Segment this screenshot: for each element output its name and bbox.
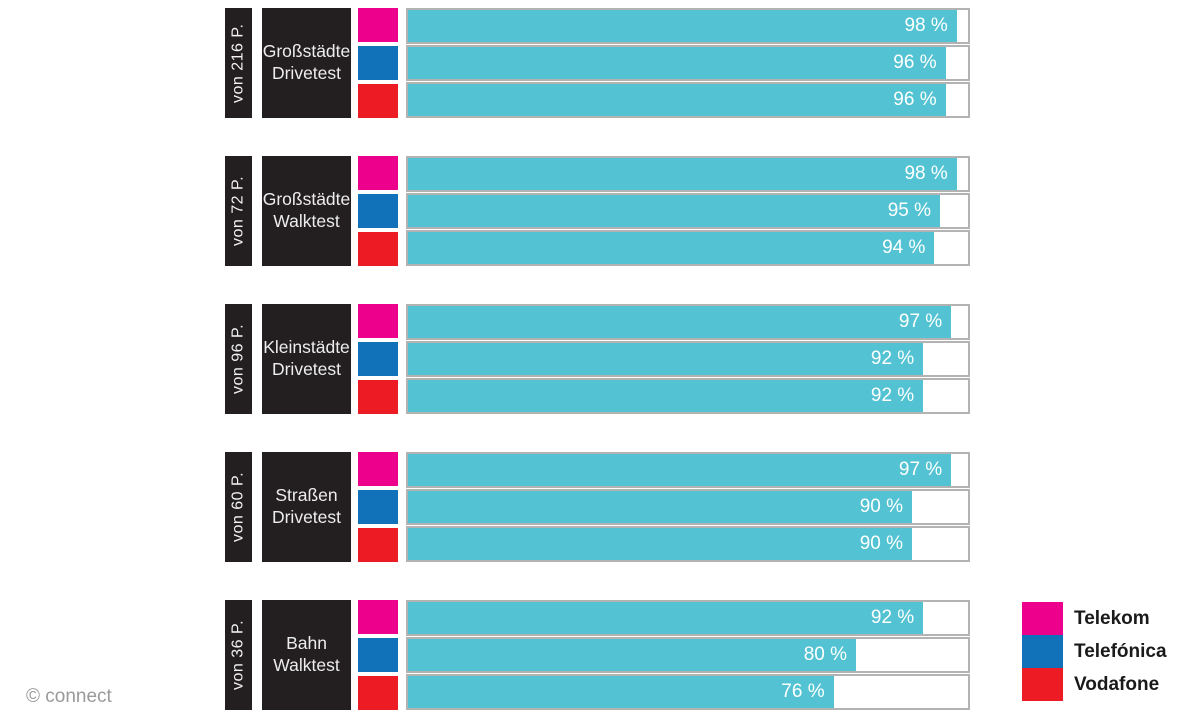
bar-track: 92 % bbox=[406, 378, 970, 414]
bar-track: 95 % bbox=[406, 193, 970, 229]
legend-label: Telefónica bbox=[1074, 641, 1167, 662]
bar-track: 80 % bbox=[406, 637, 970, 673]
bar-vodafone: 92 % bbox=[408, 380, 924, 412]
bar-track: 98 % bbox=[406, 8, 970, 44]
points-label: von 36 P. bbox=[225, 600, 252, 710]
bar-vodafone: 94 % bbox=[408, 232, 935, 264]
series-swatch-vodafone bbox=[358, 380, 398, 414]
chart-group: von 216 P. Großstädte Drivetest 98 % 96 % 96 … bbox=[225, 8, 970, 118]
category-label-line: Bahn bbox=[286, 633, 327, 654]
bars-column: 97 % 90 % 90 % bbox=[406, 452, 970, 562]
series-swatch-telefónica bbox=[358, 194, 398, 228]
series-swatch-telekom bbox=[358, 304, 398, 338]
series-swatch-vodafone bbox=[358, 676, 398, 710]
series-swatch-column bbox=[358, 8, 398, 118]
credit-watermark: © connect bbox=[26, 686, 112, 707]
bars-column: 98 % 96 % 96 % bbox=[406, 8, 970, 118]
bar-telefónica: 80 % bbox=[408, 639, 856, 671]
bar-track: 92 % bbox=[406, 341, 970, 377]
bar-telefónica: 92 % bbox=[408, 343, 924, 375]
category-label: Bahn Walktest bbox=[262, 600, 351, 710]
series-swatch-telekom bbox=[358, 600, 398, 634]
bar-vodafone: 90 % bbox=[408, 528, 912, 560]
legend-swatch-telekom bbox=[1022, 602, 1063, 635]
chart-group: von 60 P. Straßen Drivetest 97 % 90 % 90 % bbox=[225, 452, 970, 562]
bar-track: 96 % bbox=[406, 82, 970, 118]
series-swatch-telefónica bbox=[358, 46, 398, 80]
category-label-line: Walktest bbox=[273, 211, 340, 231]
series-swatch-vodafone bbox=[358, 528, 398, 562]
series-swatch-column bbox=[358, 156, 398, 266]
bar-chart: von 216 P. Großstädte Drivetest 98 % 96 % 96 … bbox=[225, 8, 970, 710]
category-label-line: Drivetest bbox=[271, 63, 342, 83]
category-label-line: Walktest bbox=[273, 655, 340, 675]
legend: Telekom Telefónica Vodafone bbox=[1022, 602, 1167, 701]
legend-item: Telekom bbox=[1022, 602, 1167, 635]
bar-telekom: 97 % bbox=[408, 306, 952, 338]
series-swatch-vodafone bbox=[358, 84, 398, 118]
series-swatch-column bbox=[358, 452, 398, 562]
category-label: Großstädte Drivetest bbox=[262, 8, 351, 118]
chart-group: von 72 P. Großstädte Walktest 98 % 95 % 94 % bbox=[225, 156, 970, 266]
bar-telefónica: 96 % bbox=[408, 47, 946, 79]
bars-column: 97 % 92 % 92 % bbox=[406, 304, 970, 414]
points-label: von 96 P. bbox=[225, 304, 252, 414]
legend-label: Telekom bbox=[1074, 608, 1150, 629]
series-swatch-telefónica bbox=[358, 342, 398, 376]
bar-track: 92 % bbox=[406, 600, 970, 636]
bar-track: 90 % bbox=[406, 526, 970, 562]
category-label-line: Drivetest bbox=[271, 359, 342, 379]
category-label-line: Straßen bbox=[275, 485, 338, 506]
bar-track: 98 % bbox=[406, 156, 970, 192]
category-label-line: Großstädte bbox=[262, 189, 351, 210]
bar-track: 76 % bbox=[406, 674, 970, 710]
bar-track: 97 % bbox=[406, 304, 970, 340]
bar-track: 90 % bbox=[406, 489, 970, 525]
legend-swatch-telefónica bbox=[1022, 635, 1063, 668]
series-swatch-telekom bbox=[358, 156, 398, 190]
bars-column: 92 % 80 % 76 % bbox=[406, 600, 970, 710]
bar-track: 94 % bbox=[406, 230, 970, 266]
legend-label: Vodafone bbox=[1074, 674, 1160, 695]
chart-group: von 96 P. Kleinstädte Drivetest 97 % 92 % 92 … bbox=[225, 304, 970, 414]
series-swatch-telefónica bbox=[358, 638, 398, 672]
bar-vodafone: 96 % bbox=[408, 84, 946, 116]
category-label-line: Großstädte bbox=[262, 41, 351, 62]
category-label-line: Drivetest bbox=[271, 507, 342, 527]
points-label: von 72 P. bbox=[225, 156, 252, 266]
series-swatch-column bbox=[358, 304, 398, 414]
bar-telekom: 98 % bbox=[408, 158, 957, 190]
legend-item: Vodafone bbox=[1022, 668, 1167, 701]
category-label-line: Kleinstädte bbox=[263, 337, 350, 358]
bar-telefónica: 90 % bbox=[408, 491, 912, 523]
chart-group: von 36 P. Bahn Walktest 92 % 80 % 76 % bbox=[225, 600, 970, 710]
series-swatch-column bbox=[358, 600, 398, 710]
bars-column: 98 % 95 % 94 % bbox=[406, 156, 970, 266]
bar-track: 97 % bbox=[406, 452, 970, 488]
bar-telekom: 97 % bbox=[408, 454, 952, 486]
points-label: von 60 P. bbox=[225, 452, 252, 562]
legend-swatch-vodafone bbox=[1022, 668, 1063, 701]
series-swatch-telekom bbox=[358, 8, 398, 42]
series-swatch-telekom bbox=[358, 452, 398, 486]
series-swatch-telefónica bbox=[358, 490, 398, 524]
points-label: von 216 P. bbox=[225, 8, 252, 118]
category-label: Straßen Drivetest bbox=[262, 452, 351, 562]
category-label: Kleinstädte Drivetest bbox=[262, 304, 351, 414]
bar-vodafone: 76 % bbox=[408, 676, 834, 708]
bar-telekom: 92 % bbox=[408, 602, 924, 634]
category-label: Großstädte Walktest bbox=[262, 156, 351, 266]
bar-telekom: 98 % bbox=[408, 10, 957, 42]
series-swatch-vodafone bbox=[358, 232, 398, 266]
legend-item: Telefónica bbox=[1022, 635, 1167, 668]
bar-track: 96 % bbox=[406, 45, 970, 81]
bar-telefónica: 95 % bbox=[408, 195, 940, 227]
